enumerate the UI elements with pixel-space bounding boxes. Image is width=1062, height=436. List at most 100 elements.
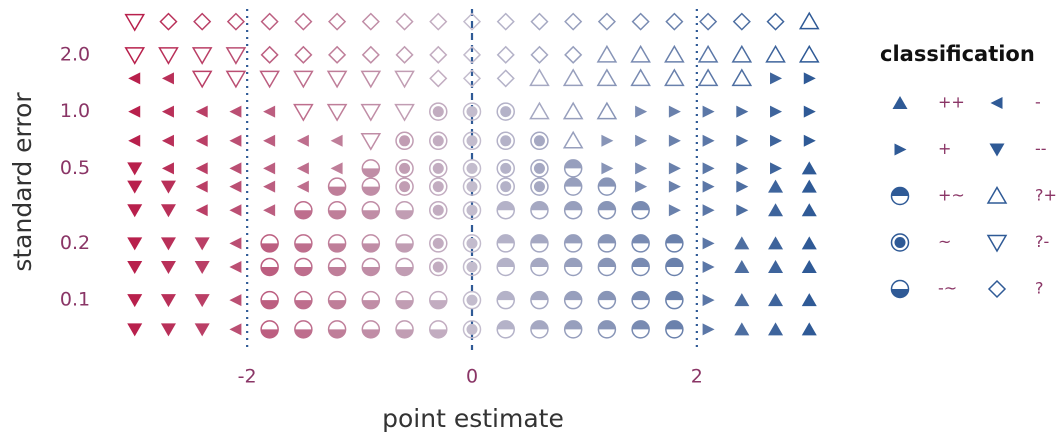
glyph-shape — [697, 68, 719, 87]
point — [225, 70, 247, 89]
point — [496, 102, 515, 121]
glyph-shape — [124, 13, 146, 32]
point — [160, 260, 176, 274]
point — [229, 260, 242, 273]
glyph-shape — [990, 97, 1003, 109]
point — [395, 177, 414, 196]
glyph-shape — [635, 180, 648, 193]
glyph-half — [564, 258, 582, 267]
legend-symbol — [890, 233, 910, 252]
glyph-ring — [361, 234, 381, 253]
glyph-ring — [327, 200, 347, 220]
legend-label: +~ — [938, 186, 965, 205]
glyph-half — [328, 300, 346, 309]
glyph-shape — [631, 12, 650, 31]
glyph-ring — [597, 234, 617, 253]
point — [260, 45, 279, 64]
point — [462, 131, 482, 151]
glyph-shape — [194, 260, 210, 274]
glyph-ring — [496, 290, 515, 310]
glyph-shape — [987, 279, 1007, 299]
point — [801, 161, 817, 175]
glyph-shape — [596, 101, 618, 120]
glyph-half — [328, 329, 346, 338]
glyph-shape — [530, 12, 549, 31]
glyph-shape — [801, 161, 817, 175]
point — [161, 162, 174, 175]
glyph-shape — [161, 134, 174, 147]
glyph-ring — [530, 257, 549, 277]
legend-label: -~ — [938, 279, 957, 298]
point — [668, 105, 681, 118]
point — [731, 44, 753, 63]
glyph-shape — [530, 45, 549, 64]
glyph-shape — [229, 237, 242, 250]
glyph-shape — [768, 179, 784, 193]
glyph-shape — [768, 322, 784, 336]
point — [330, 162, 343, 175]
glyph-shape — [699, 12, 718, 31]
glyph-half — [294, 300, 312, 309]
point — [127, 237, 143, 251]
glyph-shape — [462, 69, 482, 88]
legend-symbol — [989, 143, 1005, 157]
point — [395, 12, 414, 31]
point — [327, 200, 347, 220]
glyph-half — [261, 243, 279, 252]
point — [562, 68, 584, 87]
point — [294, 45, 313, 64]
point — [361, 257, 381, 277]
point — [259, 70, 280, 89]
glyph-half — [362, 210, 380, 219]
point — [801, 322, 817, 336]
glyph-shape — [226, 12, 245, 31]
point — [194, 260, 210, 274]
point — [699, 12, 718, 31]
point — [195, 134, 208, 147]
point — [361, 320, 381, 339]
glyph-shape — [635, 134, 648, 147]
glyph-shape — [798, 11, 820, 30]
point — [597, 290, 617, 310]
glyph-ring — [361, 320, 381, 339]
point — [801, 203, 817, 217]
glyph-shape — [229, 204, 242, 217]
glyph-dot — [466, 181, 478, 193]
point — [229, 105, 242, 118]
point — [294, 320, 313, 339]
glyph-ring — [260, 257, 279, 277]
point — [766, 12, 785, 31]
legend-symbol — [890, 186, 910, 206]
point — [326, 103, 348, 122]
glyph-dot — [432, 106, 444, 118]
glyph-dot — [432, 237, 444, 249]
glyph-half — [396, 243, 414, 252]
glyph-shape — [360, 70, 382, 89]
legend-symbol — [986, 234, 1008, 253]
point — [260, 320, 279, 339]
glyph-half — [564, 159, 582, 169]
y-axis-label: standard error — [8, 92, 37, 272]
glyph-shape — [328, 12, 347, 31]
glyph-shape — [562, 101, 584, 120]
point — [462, 257, 482, 277]
glyph-ring — [563, 320, 583, 339]
point — [263, 162, 276, 175]
glyph-shape — [770, 105, 783, 118]
point — [798, 11, 820, 30]
glyph-half — [598, 201, 616, 211]
point — [496, 159, 515, 178]
glyph-shape — [668, 180, 681, 193]
point — [496, 290, 515, 310]
legend-label: - — [1035, 93, 1041, 112]
glyph-shape — [668, 204, 681, 217]
glyph-ring — [429, 320, 448, 339]
glyph-half — [396, 300, 414, 309]
glyph-shape — [127, 237, 143, 251]
point — [734, 259, 750, 273]
glyph-shape — [429, 12, 448, 31]
glyph-shape — [732, 12, 751, 31]
glyph-shape — [127, 162, 143, 176]
point — [360, 103, 382, 122]
glyph-ring — [327, 177, 347, 196]
